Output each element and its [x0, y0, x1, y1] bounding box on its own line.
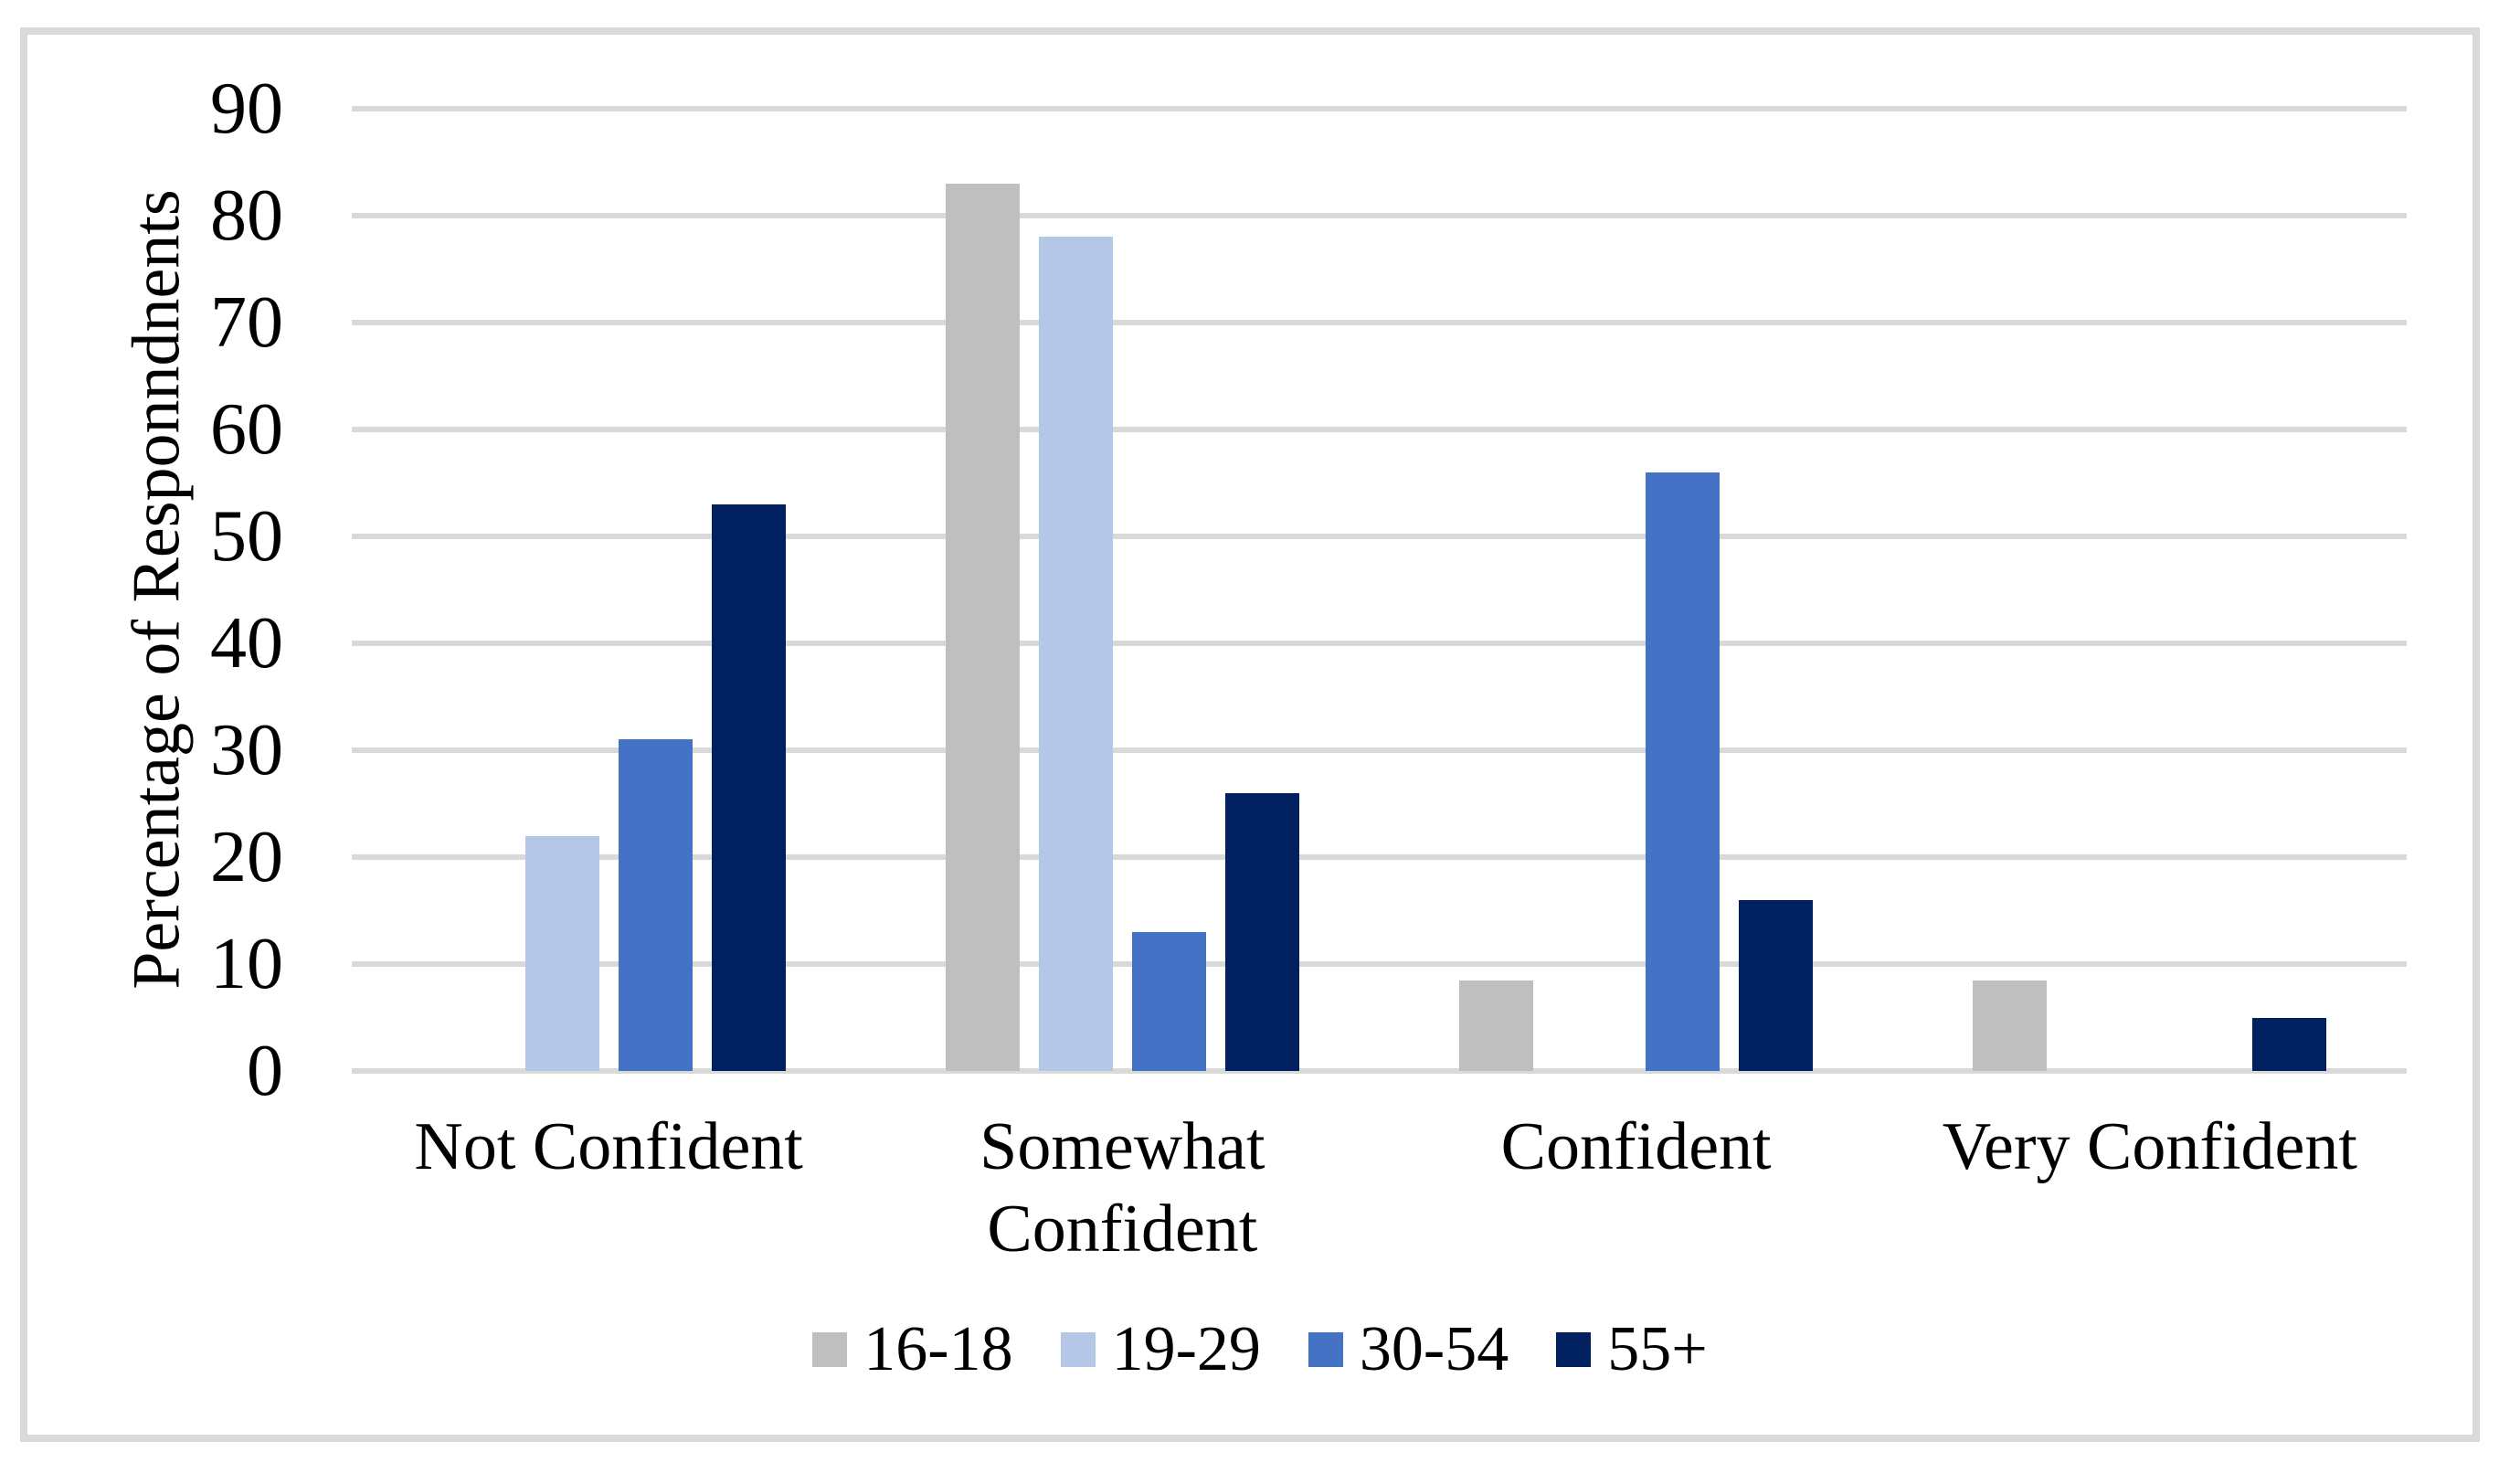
legend-item: 16-18 — [812, 1314, 1013, 1384]
bar-55+-very-confident — [2252, 1017, 2327, 1071]
legend-label: 16-18 — [863, 1314, 1013, 1384]
legend-label: 55+ — [1607, 1314, 1708, 1384]
category-label: Very Confident — [1942, 1109, 2357, 1184]
legend-swatch-icon — [1060, 1332, 1096, 1367]
bar-19-29-somewhat-confident — [1038, 237, 1113, 1071]
y-tick-label: 20 — [210, 817, 283, 897]
bar-16-18-very-confident — [1973, 980, 2048, 1071]
gridline — [352, 534, 2407, 539]
gridline — [352, 213, 2407, 218]
y-tick-label: 70 — [210, 282, 283, 363]
legend-swatch-icon — [812, 1332, 848, 1367]
bar-16-18-somewhat-confident — [945, 183, 1020, 1071]
y-tick-label: 50 — [210, 496, 283, 577]
category-label: Somewhat Confident — [979, 1109, 1265, 1267]
bar-55+-not-confident — [711, 504, 786, 1071]
legend-label: 30-54 — [1359, 1314, 1509, 1384]
category-label: Confident — [1500, 1109, 1772, 1184]
bar-30-54-somewhat-confident — [1131, 931, 1206, 1071]
bar-30-54-confident — [1646, 472, 1721, 1071]
gridline — [352, 641, 2407, 646]
y-tick-label: 80 — [210, 175, 283, 256]
legend-swatch-icon — [1308, 1332, 1343, 1367]
bar-55+-somewhat-confident — [1224, 792, 1299, 1071]
y-tick-label: 60 — [210, 389, 283, 470]
legend: 16-18 19-29 30-54 55+ — [0, 1318, 2520, 1382]
legend-label: 19-29 — [1111, 1314, 1261, 1384]
category-label: Not Confident — [414, 1109, 803, 1184]
legend-item: 19-29 — [1060, 1314, 1261, 1384]
legend-swatch-icon — [1556, 1332, 1592, 1367]
legend-item: 55+ — [1556, 1314, 1708, 1384]
y-tick-label: 40 — [210, 603, 283, 684]
bar-55+-confident — [1739, 899, 1814, 1071]
chart-frame — [20, 27, 2480, 1442]
legend-item: 30-54 — [1308, 1318, 1509, 1382]
y-tick-label: 0 — [247, 1031, 283, 1111]
gridline — [352, 427, 2407, 432]
gridline — [352, 854, 2407, 860]
gridline — [352, 106, 2407, 111]
bar-30-54-not-confident — [618, 739, 693, 1071]
y-tick-label: 10 — [210, 924, 283, 1004]
gridline — [352, 1068, 2407, 1074]
bar-16-18-confident — [1459, 980, 1534, 1071]
gridline — [352, 961, 2407, 967]
gridline — [352, 747, 2407, 753]
y-tick-label: 90 — [210, 69, 283, 149]
y-tick-label: 30 — [210, 710, 283, 790]
bar-19-29-not-confident — [524, 835, 599, 1071]
gridline — [352, 320, 2407, 325]
